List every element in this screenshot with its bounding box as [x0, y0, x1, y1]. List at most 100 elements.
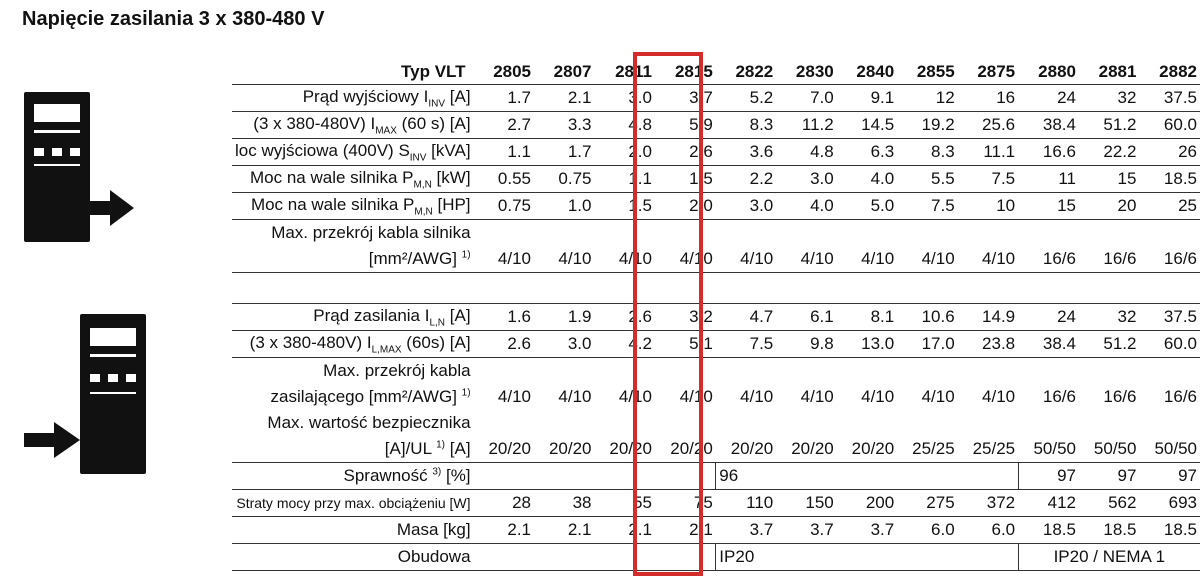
- row-label: Masa [kg]: [232, 516, 474, 544]
- value-cell: 4.0: [776, 192, 837, 220]
- model-header: 2882: [1139, 60, 1200, 85]
- value-cell: 9.1: [836, 84, 898, 112]
- value-cell: 9.8: [776, 330, 837, 358]
- model-header: 2811: [594, 60, 655, 85]
- value-cell: [897, 410, 957, 436]
- value-cell: 16/6: [1103, 387, 1137, 406]
- value-cell: 4/10: [921, 387, 955, 406]
- value-cell: [837, 410, 897, 436]
- footnote-ref: 3): [432, 466, 442, 478]
- value-cell: 6.1: [776, 303, 837, 331]
- value-cell: 4/10: [982, 387, 1016, 406]
- value-cell: [1079, 358, 1139, 385]
- value-cell: 38.4: [1018, 111, 1079, 139]
- value-cell: 20/20: [473, 436, 535, 463]
- value-cell: 4/10: [558, 387, 592, 406]
- value-cell: 15: [1018, 192, 1079, 220]
- value-cell: 4.2: [594, 330, 655, 358]
- value-cell: [534, 410, 594, 436]
- value-cell: [534, 543, 595, 571]
- value-cell: 60.0: [1139, 330, 1200, 358]
- value-cell: 97: [1078, 462, 1140, 490]
- value-cell: 55: [594, 489, 655, 517]
- value-cell: 17.0: [897, 330, 958, 358]
- drive-icon-output: [24, 92, 90, 242]
- value-cell: 26: [1139, 138, 1200, 166]
- value-cell: 6.3: [836, 138, 898, 166]
- value-cell: 11.1: [957, 138, 1019, 166]
- value-cell: 412: [1018, 489, 1079, 517]
- value-cell: 5.1: [654, 330, 716, 358]
- row-label: [A]/UL 1) [A]: [232, 436, 474, 463]
- table-row: Max. wartość bezpiecznika: [232, 410, 1200, 436]
- value-cell: 16.6: [1018, 138, 1079, 166]
- value-cell: 4/10: [654, 246, 716, 273]
- value-cell: 3.0: [715, 192, 777, 220]
- row-label: Moc na wale silnika PM,N [kW]: [232, 165, 474, 193]
- table-row: [232, 299, 1200, 304]
- value-cell: 16/6: [1139, 246, 1200, 273]
- value-cell: 2.6: [654, 138, 716, 166]
- value-cell: 13.0: [836, 330, 898, 358]
- value-cell: 7.5: [897, 192, 958, 220]
- value-cell: 20: [1078, 192, 1140, 220]
- row-label: Obudowa: [232, 543, 474, 571]
- table-row: Straty mocy przy max. obciążeniu [W] 28 38…: [232, 489, 1200, 517]
- table-row: Prąd zasilania IL,N [A] 1.6 1.9 2.6 3.2 4.7 6.…: [232, 303, 1200, 331]
- value-cell: 32: [1078, 84, 1140, 112]
- value-cell: 3.0: [534, 330, 595, 358]
- model-header: 2822: [715, 60, 777, 85]
- value-cell: [958, 410, 1018, 436]
- table-row: Moc na wale silnika PM,N [kW] 0.55 0.75 1.1…: [232, 165, 1200, 193]
- value-cell: 275: [897, 489, 958, 517]
- value-cell: 11: [1018, 165, 1079, 193]
- value-cell: [474, 410, 534, 436]
- header-label: Typ VLT: [232, 60, 474, 85]
- value-cell: 24: [1018, 84, 1079, 112]
- value-cell: 1.7: [473, 84, 535, 112]
- value-cell: 1.5: [654, 165, 716, 193]
- value-cell: 5.0: [836, 192, 898, 220]
- value-cell: 1.9: [534, 303, 595, 331]
- value-cell: 4/10: [679, 387, 713, 406]
- label-subscript: L,N: [429, 317, 446, 329]
- value-cell: [1079, 410, 1139, 436]
- row-label: Max. wartość bezpiecznika: [267, 413, 471, 432]
- value-cell: 25.6: [957, 111, 1019, 139]
- drive-icon-input: [80, 314, 146, 474]
- table-row: Moc na wale silnika PM,N [HP] 0.75 1.0 1.5 2…: [232, 192, 1200, 220]
- value-cell: 15: [1078, 165, 1140, 193]
- footnote-ref: 1): [461, 249, 471, 261]
- value-cell: 51.2: [1078, 111, 1140, 139]
- value-cell: 10: [957, 192, 1019, 220]
- value-cell: 5.2: [715, 84, 777, 112]
- value-cell: 8.3: [897, 138, 958, 166]
- value-cell: 1.7: [534, 138, 595, 166]
- value-cell: [594, 462, 655, 490]
- value-cell: [473, 462, 535, 490]
- value-cell: [897, 220, 957, 247]
- value-cell: 20/20: [715, 436, 777, 463]
- value-cell: 14.9: [957, 303, 1019, 331]
- value-cell: 18.5: [1078, 516, 1140, 544]
- value-cell: 7.5: [957, 165, 1019, 193]
- value-cell: 20/20: [534, 436, 595, 463]
- value-cell: 16/6: [1078, 246, 1140, 273]
- value-cell: 3.7: [776, 516, 837, 544]
- value-cell: 28: [473, 489, 535, 517]
- value-cell: 16/6: [1163, 387, 1197, 406]
- value-cell: 2.1: [534, 516, 595, 544]
- value-cell: 18.5: [1018, 516, 1079, 544]
- value-cell: 37.5: [1139, 84, 1200, 112]
- value-cell: 8.1: [836, 303, 898, 331]
- value-cell: [1079, 220, 1139, 247]
- value-cell: 16: [957, 84, 1019, 112]
- model-header: 2881: [1078, 60, 1140, 85]
- footnote-ref: 1): [461, 387, 471, 399]
- table-row: Max. przekrój kabla: [232, 358, 1200, 385]
- value-cell: 2.0: [594, 138, 655, 166]
- value-cell: 0.75: [534, 165, 595, 193]
- value-cell: 150: [776, 489, 837, 517]
- value-cell: 2.1: [534, 84, 595, 112]
- value-cell: 7.0: [776, 84, 837, 112]
